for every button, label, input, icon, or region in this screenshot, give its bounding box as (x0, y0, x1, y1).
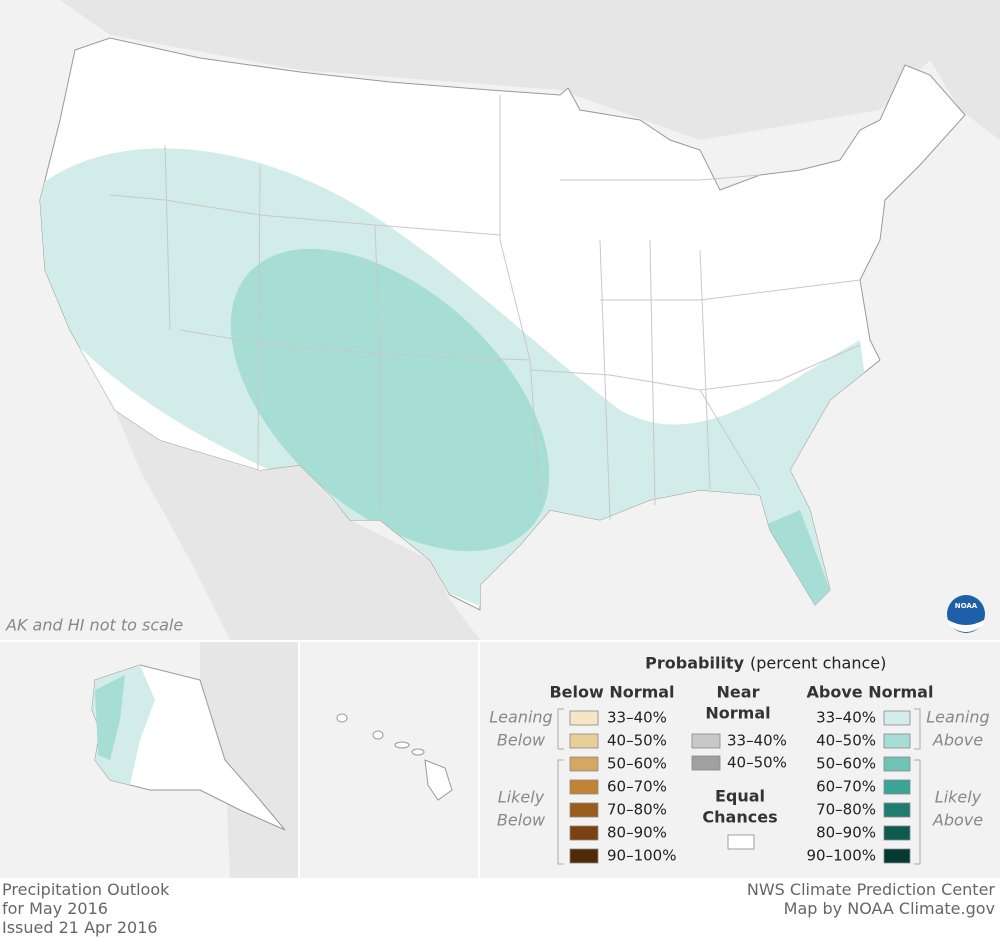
swatch (883, 779, 911, 795)
legend-label: 40–50% (607, 732, 667, 750)
swatch (691, 733, 721, 749)
noaa-logo: NOAA (947, 595, 985, 633)
state-borders (109, 95, 861, 521)
swatch (569, 848, 599, 864)
legend-label: 33–40% (727, 732, 787, 750)
group-label: Likely (498, 788, 545, 807)
legend-label: 60–70% (816, 778, 876, 796)
swatch (569, 779, 599, 795)
above-brackets (914, 708, 921, 865)
footer-left: for May 2016 (2, 899, 108, 918)
swatch (883, 733, 911, 749)
legend-title: Probability (645, 654, 744, 673)
swatch (691, 755, 721, 771)
near-heading: Normal (705, 704, 770, 723)
above-heading: Above Normal (807, 683, 934, 702)
hawaii (336, 713, 453, 801)
swatch (569, 710, 599, 726)
footer-right: NWS Climate Prediction Center (747, 880, 996, 899)
swatch (569, 756, 599, 772)
swatch (727, 834, 755, 850)
legend-label: 33–40% (607, 709, 667, 727)
canada (60, 0, 1000, 140)
group-label: Above (932, 811, 983, 830)
group-label: Likely (935, 788, 982, 807)
group-label: Leaning (926, 708, 989, 727)
legend-label: 40–50% (727, 754, 787, 772)
florida-area (765, 510, 830, 610)
legend-label: 90–100% (607, 847, 676, 865)
legend-label: 90–100% (807, 847, 876, 865)
legend-label: 70–80% (607, 801, 667, 819)
mexico (115, 410, 480, 640)
below-heading: Below Normal (549, 683, 674, 702)
group-label: Leaning (489, 708, 552, 727)
legend: Probability (percent chance) Below Norma… (489, 654, 990, 865)
legend-label: 40–50% (816, 732, 876, 750)
swatch (883, 825, 911, 841)
group-label: Above (932, 731, 983, 750)
equal-heading: Equal (715, 787, 765, 806)
swatch (883, 802, 911, 818)
footer-left: Issued 21 Apr 2016 (2, 918, 158, 937)
alaska-likely-area (95, 675, 125, 760)
legend-label: 50–60% (607, 755, 667, 773)
footer-left: Precipitation Outlook (2, 880, 170, 899)
swatch (569, 825, 599, 841)
legend-label: 70–80% (816, 801, 876, 819)
swatch (569, 733, 599, 749)
map-note: AK and HI not to scale (5, 616, 183, 635)
footer-right: Map by NOAA Climate.gov (784, 899, 995, 918)
legend-label: 60–70% (607, 778, 667, 796)
swatch (569, 802, 599, 818)
legend-label: 80–90% (607, 824, 667, 842)
hawaii-panel (300, 642, 478, 878)
legend-title-note: (percent chance) (750, 654, 886, 673)
legend-label: 80–90% (816, 824, 876, 842)
logo-text: NOAA (955, 602, 978, 610)
legend-label: 50–60% (816, 755, 876, 773)
legend-label: 33–40% (816, 709, 876, 727)
below-brackets (557, 708, 564, 865)
group-label: Below (497, 731, 546, 750)
swatch (883, 848, 911, 864)
equal-heading: Chances (702, 808, 777, 827)
swatch (883, 710, 911, 726)
group-label: Below (497, 811, 546, 830)
swatch (883, 756, 911, 772)
near-heading: Near (717, 683, 760, 702)
